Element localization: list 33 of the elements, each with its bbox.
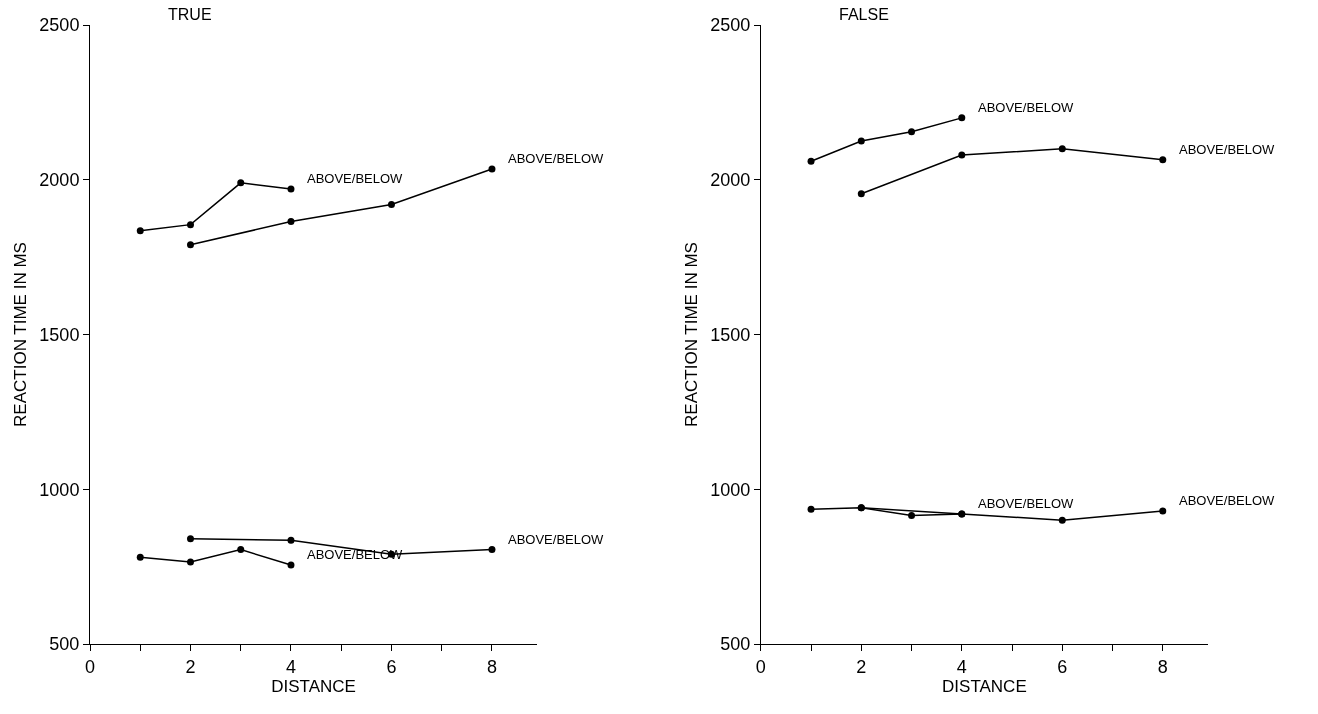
series-label: ABOVE/BELOW: [1179, 493, 1276, 508]
y-tick-label: 2500: [39, 15, 80, 36]
chart-title: TRUE: [168, 6, 212, 23]
series-label: ABOVE/BELOW: [1179, 142, 1276, 157]
y-tick-label: 500: [720, 634, 751, 655]
x-tick-label: 4: [285, 656, 296, 677]
y-tick-label: 500: [49, 634, 80, 655]
x-tick-label: 2: [185, 656, 196, 677]
y-axis-title: REACTION TIME IN MS: [10, 242, 30, 427]
y-tick-label: 1000: [39, 479, 80, 500]
y-tick-label: 2000: [710, 170, 751, 191]
x-axis-title: DISTANCE: [271, 676, 356, 696]
series-label: ABOVE/BELOW: [508, 151, 605, 166]
y-tick-label: 1500: [39, 324, 80, 345]
series-label: ABOVE/BELOW: [978, 496, 1075, 511]
y-tick-label: 1500: [710, 324, 751, 345]
chart-title: FALSE: [839, 6, 889, 23]
x-tick-label: 6: [386, 656, 397, 677]
series-label: ABOVE/BELOW: [978, 100, 1075, 115]
x-tick-label: 6: [1057, 656, 1068, 677]
y-tick-label: 2000: [39, 170, 80, 191]
x-tick-label: 8: [1157, 656, 1168, 677]
series-label: ABOVE/BELOW: [508, 532, 605, 547]
x-tick-label: 0: [84, 656, 96, 677]
series-label: ABOVE/BELOW: [307, 171, 404, 186]
y-tick-label: 1000: [710, 479, 751, 500]
y-axis-title: REACTION TIME IN MS: [681, 242, 701, 427]
x-tick-label: 4: [956, 656, 967, 677]
x-tick-label: 8: [486, 656, 497, 677]
x-tick-label: 2: [856, 656, 867, 677]
x-tick-label: 0: [755, 656, 766, 677]
x-axis-title: DISTANCE: [942, 676, 1027, 696]
y-tick-label: 2500: [710, 15, 751, 36]
